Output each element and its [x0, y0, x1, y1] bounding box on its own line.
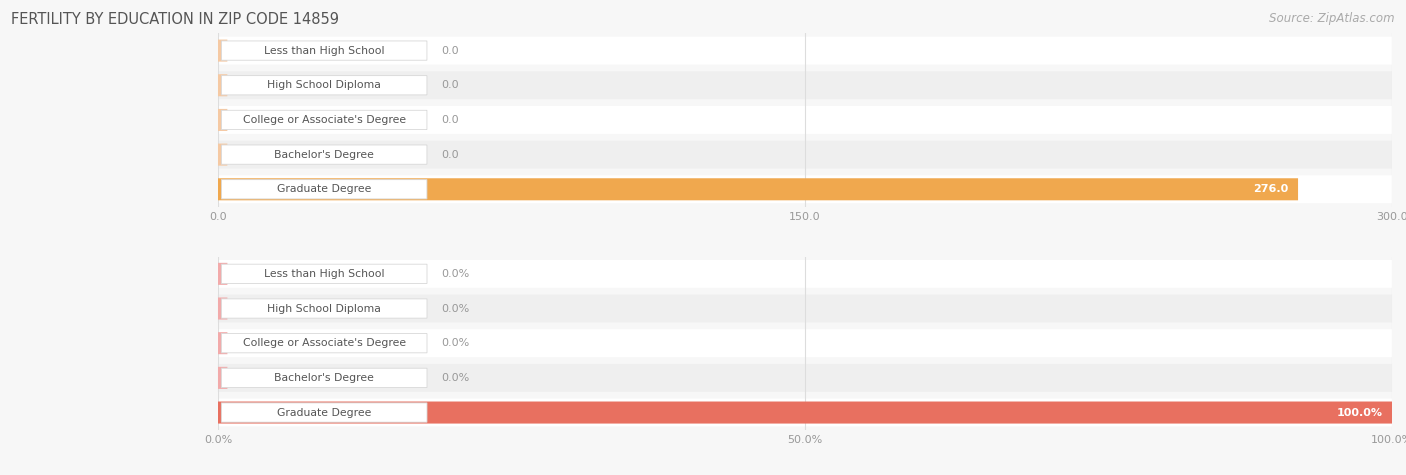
FancyBboxPatch shape: [218, 401, 1392, 424]
FancyBboxPatch shape: [218, 263, 228, 285]
FancyBboxPatch shape: [221, 264, 427, 284]
FancyBboxPatch shape: [221, 299, 427, 318]
Text: 0.0%: 0.0%: [441, 373, 470, 383]
FancyBboxPatch shape: [218, 175, 1392, 203]
Text: Graduate Degree: Graduate Degree: [277, 408, 371, 418]
FancyBboxPatch shape: [221, 145, 427, 164]
FancyBboxPatch shape: [221, 403, 427, 422]
Text: Source: ZipAtlas.com: Source: ZipAtlas.com: [1270, 12, 1395, 25]
Text: College or Associate's Degree: College or Associate's Degree: [243, 115, 406, 125]
FancyBboxPatch shape: [221, 368, 427, 388]
FancyBboxPatch shape: [218, 364, 1392, 392]
Text: Bachelor's Degree: Bachelor's Degree: [274, 150, 374, 160]
FancyBboxPatch shape: [218, 74, 228, 96]
Text: Less than High School: Less than High School: [264, 269, 384, 279]
Text: 100.0%: 100.0%: [1337, 408, 1382, 418]
FancyBboxPatch shape: [218, 297, 228, 320]
FancyBboxPatch shape: [218, 399, 1392, 427]
Text: 0.0%: 0.0%: [441, 269, 470, 279]
FancyBboxPatch shape: [218, 260, 1392, 288]
FancyBboxPatch shape: [218, 141, 1392, 169]
FancyBboxPatch shape: [218, 37, 1392, 65]
FancyBboxPatch shape: [218, 294, 1392, 323]
Text: High School Diploma: High School Diploma: [267, 304, 381, 314]
FancyBboxPatch shape: [218, 109, 228, 131]
Text: 0.0: 0.0: [441, 80, 458, 90]
FancyBboxPatch shape: [221, 180, 427, 199]
FancyBboxPatch shape: [218, 332, 228, 354]
Text: 0.0%: 0.0%: [441, 304, 470, 314]
Text: 0.0%: 0.0%: [441, 338, 470, 348]
Text: High School Diploma: High School Diploma: [267, 80, 381, 90]
Text: 0.0: 0.0: [441, 46, 458, 56]
FancyBboxPatch shape: [221, 110, 427, 130]
FancyBboxPatch shape: [218, 329, 1392, 357]
FancyBboxPatch shape: [218, 106, 1392, 134]
FancyBboxPatch shape: [221, 76, 427, 95]
Text: 0.0: 0.0: [441, 115, 458, 125]
FancyBboxPatch shape: [218, 71, 1392, 99]
FancyBboxPatch shape: [218, 39, 228, 62]
FancyBboxPatch shape: [218, 367, 228, 389]
FancyBboxPatch shape: [221, 333, 427, 353]
FancyBboxPatch shape: [218, 143, 228, 166]
Text: 0.0: 0.0: [441, 150, 458, 160]
Text: 276.0: 276.0: [1253, 184, 1289, 194]
Text: FERTILITY BY EDUCATION IN ZIP CODE 14859: FERTILITY BY EDUCATION IN ZIP CODE 14859: [11, 12, 339, 27]
Text: Less than High School: Less than High School: [264, 46, 384, 56]
Text: Graduate Degree: Graduate Degree: [277, 184, 371, 194]
Text: College or Associate's Degree: College or Associate's Degree: [243, 338, 406, 348]
FancyBboxPatch shape: [218, 178, 1298, 200]
FancyBboxPatch shape: [221, 41, 427, 60]
Text: Bachelor's Degree: Bachelor's Degree: [274, 373, 374, 383]
